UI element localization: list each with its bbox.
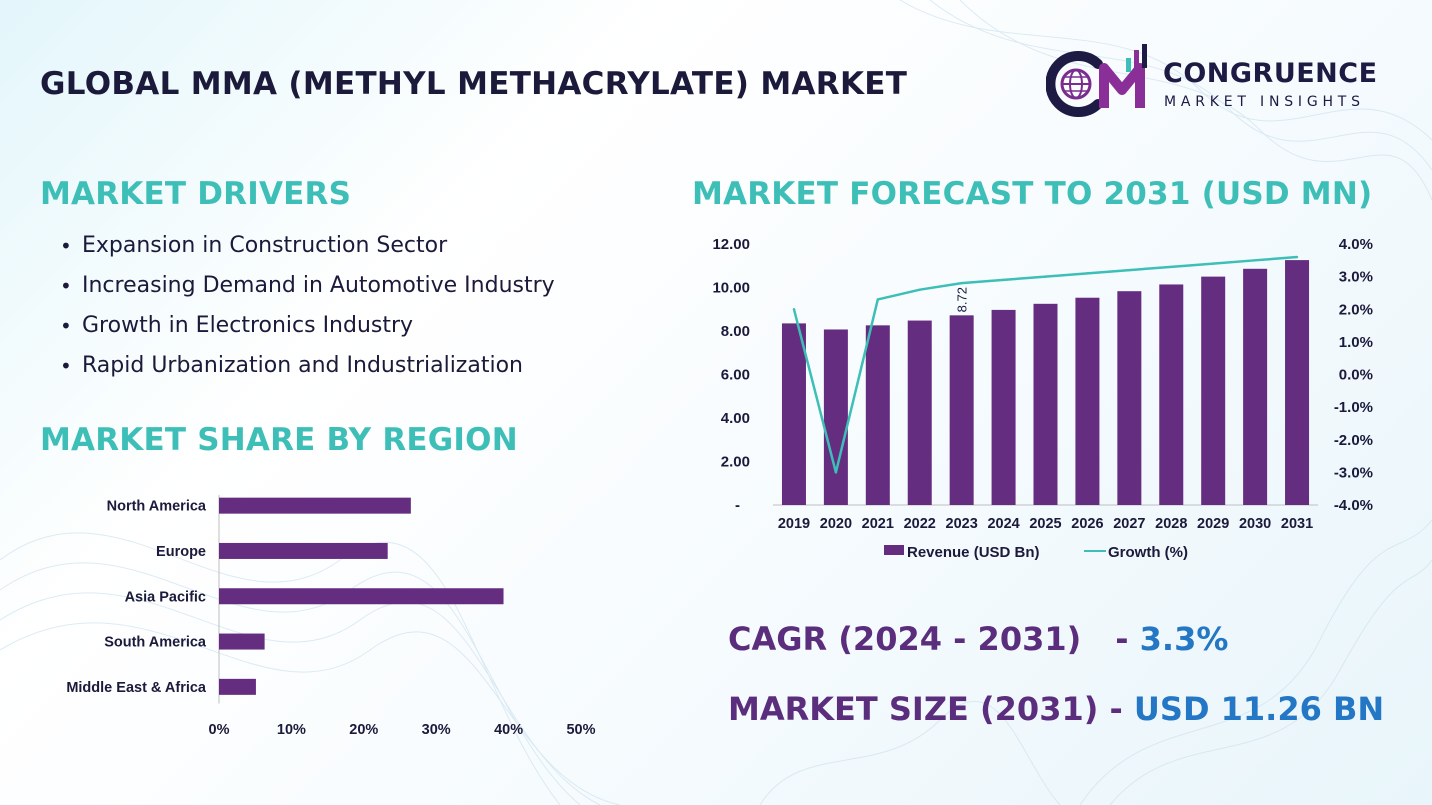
cagr-summary: CAGR (2024 - 2031) - 3.3%	[728, 620, 1228, 658]
region-x-tick-label: 20%	[349, 722, 378, 738]
revenue-bar	[949, 315, 974, 505]
market-size-dash: -	[1109, 690, 1123, 728]
forecast-x-tick-label: 2026	[1071, 516, 1103, 532]
forecast-heading: MARKET FORECAST TO 2031 (USD MN)	[692, 176, 1373, 212]
revenue-bar	[823, 329, 848, 505]
list-item: Rapid Urbanization and Industrialization	[58, 350, 555, 390]
right-y-tick-label: 0.0%	[1339, 367, 1373, 384]
region-label: South America	[104, 635, 207, 651]
growth-point	[960, 281, 963, 285]
revenue-bar	[1159, 284, 1184, 505]
left-y-tick-label: 12.00	[712, 236, 750, 253]
growth-point	[834, 471, 838, 474]
legend-growth-label: Growth (%)	[1108, 544, 1188, 561]
region-x-tick-label: 10%	[277, 722, 306, 738]
logo-wordmark: CONGRUENCE	[1163, 58, 1378, 89]
market-size-label: MARKET SIZE (2031)	[728, 690, 1099, 728]
revenue-bar	[1075, 297, 1100, 505]
forecast-x-tick-label: 2020	[820, 516, 852, 532]
region-bar	[219, 633, 265, 650]
company-logo: CONGRUENCE MARKET INSIGHTS	[1045, 40, 1396, 120]
region-label: Middle East & Africa	[66, 680, 207, 696]
region-x-tick-label: 30%	[422, 722, 451, 738]
region-bar	[219, 588, 504, 605]
bar-data-label: 8.72	[955, 287, 970, 312]
revenue-bar	[907, 320, 932, 505]
right-y-tick-label: 2.0%	[1339, 301, 1373, 318]
growth-point	[1211, 262, 1215, 265]
right-y-tick-label: -1.0%	[1334, 399, 1373, 416]
region-x-tick-label: 50%	[566, 722, 595, 738]
growth-point	[1253, 259, 1257, 262]
region-bar	[219, 542, 388, 559]
region-label: Asia Pacific	[125, 589, 206, 605]
forecast-x-tick-label: 2027	[1113, 516, 1145, 532]
forecast-x-tick-label: 2021	[862, 516, 894, 532]
left-y-tick-label: 10.00	[712, 280, 750, 297]
forecast-x-tick-label: 2023	[946, 516, 978, 532]
growth-point	[1002, 278, 1005, 282]
forecast-x-tick-label: 2022	[904, 516, 936, 532]
growth-point	[1128, 268, 1131, 272]
revenue-bar	[781, 323, 806, 505]
growth-point	[1170, 265, 1173, 269]
region-label: Europe	[156, 544, 206, 560]
left-y-tick-label: 4.00	[721, 410, 750, 427]
left-y-tick-label: 2.00	[721, 454, 750, 471]
forecast-x-tick-label: 2025	[1029, 516, 1061, 532]
list-item: Expansion in Construction Sector	[58, 230, 555, 270]
growth-point	[792, 308, 796, 311]
right-y-tick-label: 4.0%	[1339, 236, 1373, 253]
forecast-x-tick-label: 2030	[1239, 516, 1271, 532]
revenue-bar	[1117, 291, 1142, 505]
forecast-x-tick-label: 2031	[1281, 516, 1313, 532]
right-y-tick-label: 1.0%	[1339, 334, 1373, 351]
market-size-summary: MARKET SIZE (2031) - USD 11.26 BN	[728, 690, 1384, 728]
right-y-tick-label: 3.0%	[1339, 269, 1373, 286]
drivers-list: Expansion in Construction Sector Increas…	[58, 230, 555, 390]
growth-point	[918, 288, 921, 291]
list-item: Increasing Demand in Automotive Industry	[58, 270, 555, 310]
revenue-bar	[1285, 260, 1310, 505]
right-y-tick-label: -2.0%	[1334, 432, 1373, 449]
share-heading: MARKET SHARE BY REGION	[40, 422, 518, 458]
legend-revenue-swatch	[884, 545, 904, 555]
revenue-bar	[1033, 303, 1058, 505]
region-label: North America	[107, 499, 207, 515]
logo-tagline: MARKET INSIGHTS	[1164, 94, 1365, 110]
right-y-tick-label: -3.0%	[1334, 464, 1373, 481]
forecast-x-tick-label: 2019	[778, 516, 810, 532]
region-bar	[219, 497, 411, 514]
forecast-x-tick-label: 2028	[1155, 516, 1187, 532]
market-size-value: USD 11.26 BN	[1133, 690, 1385, 728]
growth-point	[1086, 272, 1089, 275]
page-title: GLOBAL MMA (METHYL METHACRYLATE) MARKET	[40, 66, 908, 102]
region-x-tick-label: 0%	[209, 722, 230, 738]
logo-mark	[1045, 44, 1147, 117]
revenue-bar	[865, 325, 890, 505]
cagr-label: CAGR (2024 - 2031)	[728, 620, 1082, 658]
left-y-tick-label: 6.00	[721, 367, 750, 384]
legend-revenue-label: Revenue (USD Bn)	[907, 544, 1040, 561]
growth-point	[876, 298, 880, 301]
left-y-tick-label: -	[735, 497, 740, 514]
growth-point	[1044, 275, 1047, 278]
revenue-bar	[991, 309, 1016, 505]
forecast-x-tick-label: 2024	[987, 516, 1019, 532]
left-y-tick-label: 8.00	[721, 323, 750, 340]
region-share-chart: North America Europe Asia Pacific South Ame…	[66, 495, 596, 738]
region-x-tick-label: 40%	[494, 722, 523, 738]
cagr-value: 3.3%	[1139, 620, 1229, 658]
drivers-heading: MARKET DRIVERS	[40, 176, 352, 212]
right-y-tick-label: -4.0%	[1334, 497, 1373, 514]
list-item: Growth in Electronics Industry	[58, 310, 555, 350]
revenue-bar	[1243, 268, 1268, 505]
forecast-x-tick-label: 2029	[1197, 516, 1229, 532]
growth-point	[1295, 255, 1299, 259]
revenue-bar	[1201, 276, 1226, 505]
region-bar	[219, 678, 256, 695]
cagr-dash: -	[1115, 620, 1129, 658]
